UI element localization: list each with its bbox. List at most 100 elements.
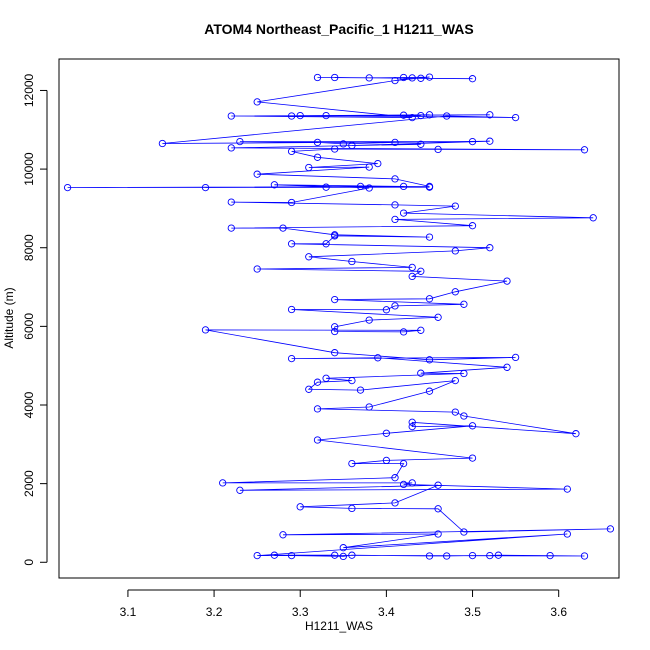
x-axis-label: H1211_WAS bbox=[305, 619, 373, 633]
data-point bbox=[408, 418, 416, 426]
data-point bbox=[253, 98, 261, 106]
data-point bbox=[546, 551, 554, 560]
data-point bbox=[365, 74, 373, 82]
plot-frame bbox=[58, 58, 620, 579]
data-point bbox=[486, 244, 494, 252]
data-point bbox=[451, 247, 459, 255]
data-point bbox=[382, 429, 391, 437]
data-point bbox=[331, 295, 339, 304]
data-point bbox=[408, 113, 416, 122]
data-point bbox=[382, 306, 391, 314]
data-point bbox=[425, 295, 434, 303]
data-point bbox=[313, 405, 322, 413]
data-point bbox=[331, 73, 339, 82]
data-point bbox=[287, 198, 296, 207]
data-point bbox=[270, 551, 279, 559]
data-point bbox=[305, 385, 313, 393]
data-point bbox=[408, 263, 416, 272]
data-point bbox=[563, 530, 571, 538]
x-tick-label: 3.6 bbox=[550, 605, 567, 619]
data-point bbox=[322, 374, 330, 382]
data-point bbox=[460, 412, 468, 420]
series-layer bbox=[63, 73, 615, 561]
data-point bbox=[425, 183, 434, 191]
data-point bbox=[201, 326, 210, 334]
data-point bbox=[443, 552, 451, 560]
data-point bbox=[417, 369, 425, 377]
data-point bbox=[365, 316, 373, 324]
data-point bbox=[158, 139, 167, 148]
data-point bbox=[408, 479, 416, 487]
y-tick-label: 10000 bbox=[22, 152, 36, 186]
data-point bbox=[468, 422, 477, 430]
data-point bbox=[486, 137, 494, 145]
data-point bbox=[425, 111, 434, 119]
data-point bbox=[399, 111, 408, 119]
data-point bbox=[460, 528, 468, 536]
data-point bbox=[468, 454, 477, 462]
data-point bbox=[296, 503, 304, 511]
data-point bbox=[443, 112, 451, 120]
data-point bbox=[391, 474, 399, 482]
data-point bbox=[331, 323, 339, 331]
data-point bbox=[331, 349, 339, 357]
x-tick-label: 3.5 bbox=[464, 605, 481, 619]
data-point bbox=[486, 111, 494, 119]
data-point bbox=[399, 459, 408, 468]
data-point bbox=[227, 224, 235, 232]
data-point bbox=[606, 525, 615, 533]
data-point bbox=[313, 436, 322, 444]
data-point bbox=[468, 551, 477, 560]
data-point bbox=[451, 408, 459, 416]
data-point bbox=[417, 74, 425, 82]
data-point bbox=[348, 257, 356, 266]
y-tick-label: 4000 bbox=[22, 391, 36, 418]
chart-title: ATOM4 Northeast_Pacific_1 H1211_WAS bbox=[204, 21, 474, 37]
data-point bbox=[399, 480, 408, 489]
data-point bbox=[305, 163, 313, 172]
data-point bbox=[279, 531, 287, 539]
data-point bbox=[313, 138, 322, 147]
data-point bbox=[356, 386, 365, 394]
data-point bbox=[391, 302, 399, 310]
data-point bbox=[434, 313, 442, 321]
data-point bbox=[227, 144, 235, 152]
data-point bbox=[253, 551, 261, 560]
data-point bbox=[391, 76, 399, 85]
data-point bbox=[201, 183, 210, 192]
data-point bbox=[511, 353, 520, 362]
data-point bbox=[434, 481, 442, 489]
data-point bbox=[253, 265, 261, 273]
data-point bbox=[503, 277, 511, 285]
data-point bbox=[417, 267, 425, 275]
data-point bbox=[468, 75, 477, 83]
data-point bbox=[296, 111, 304, 120]
data-point bbox=[365, 403, 373, 411]
data-point bbox=[434, 505, 442, 513]
data-point bbox=[417, 326, 425, 334]
data-point bbox=[236, 486, 244, 494]
data-point bbox=[348, 141, 356, 150]
data-point bbox=[374, 354, 382, 362]
data-point bbox=[451, 288, 459, 296]
y-tick-label: 8000 bbox=[22, 234, 36, 261]
y-axis: 0 2000 4000 6000 8000 10000 12000 bbox=[22, 73, 48, 566]
data-point bbox=[460, 369, 468, 378]
data-point bbox=[348, 504, 356, 513]
data-point bbox=[460, 300, 468, 308]
x-axis: 3.1 3.2 3.3 3.4 3.5 3.6 bbox=[120, 589, 567, 619]
series-line bbox=[67, 76, 611, 557]
data-point bbox=[287, 147, 296, 156]
data-point bbox=[339, 544, 347, 552]
data-point bbox=[287, 240, 296, 248]
data-point bbox=[580, 552, 589, 560]
data-point bbox=[365, 163, 373, 171]
data-point bbox=[287, 354, 296, 363]
data-point bbox=[339, 140, 347, 148]
data-point bbox=[391, 215, 399, 224]
data-point bbox=[348, 551, 356, 559]
data-point bbox=[572, 430, 580, 438]
data-point bbox=[425, 552, 434, 560]
x-tick-label: 3.1 bbox=[120, 605, 137, 619]
